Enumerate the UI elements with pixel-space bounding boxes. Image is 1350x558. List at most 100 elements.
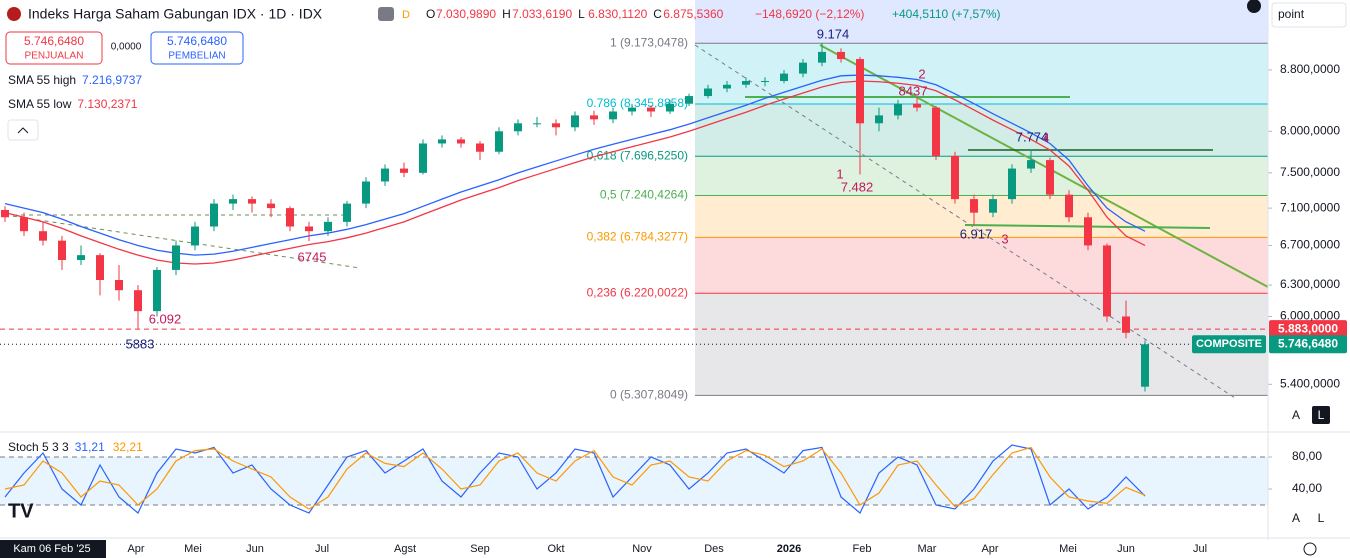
x-tick-label: Jul (1193, 543, 1207, 555)
candle-body (704, 88, 712, 97)
stoch-band (0, 457, 1268, 505)
candle-body (286, 208, 294, 227)
candle-body (438, 139, 446, 144)
trend-line (4, 214, 361, 269)
candle-body (362, 181, 370, 204)
scale-button-label[interactable]: L (1318, 511, 1325, 525)
fib-zone (695, 43, 1268, 105)
annotation: 3 (1001, 231, 1008, 246)
candle-body (305, 226, 313, 232)
stoch-name: Stoch 5 3 3 (8, 440, 69, 454)
candle-body (1027, 160, 1035, 169)
ohlc-value: 6.830,1120 (588, 7, 647, 21)
scale-button-label[interactable]: L (1318, 408, 1325, 422)
sell-button[interactable] (5, 31, 103, 65)
y-tick-label: 6.300,0000 (1280, 277, 1340, 291)
change: −148,6920 (−2,12%) (755, 7, 864, 21)
candle-body (685, 96, 693, 104)
x-tick-label: Mei (1059, 543, 1077, 555)
candle-body (571, 115, 579, 128)
candle-body (761, 81, 769, 83)
chevron (17, 127, 29, 134)
candle-body (96, 255, 104, 280)
candle-body (1084, 217, 1092, 246)
candle-body (780, 73, 788, 82)
candle-body (552, 123, 560, 128)
candle-body (647, 107, 655, 112)
candle-body (1141, 344, 1149, 387)
ohlc-key: H (502, 7, 511, 21)
candle-body (267, 203, 275, 209)
icon (378, 7, 394, 21)
candle-body (818, 51, 826, 63)
candle-body (1122, 316, 1130, 333)
menu[interactable] (1271, 2, 1347, 28)
scale-button-label[interactable]: A (1292, 408, 1300, 422)
candle-body (932, 107, 940, 156)
backgrounds (0, 0, 1268, 506)
x-tick-label: Apr (981, 543, 998, 555)
add-button[interactable] (1247, 0, 1261, 13)
fib-label: 1 (9.173,0478) (610, 35, 688, 49)
candle-body (1103, 245, 1111, 317)
x-tick-label: Nov (632, 543, 652, 555)
candle-body (134, 290, 142, 312)
series-badge (1192, 335, 1266, 354)
fib-zone (695, 237, 1268, 294)
buy-button[interactable] (150, 31, 244, 65)
legend-name: SMA 55 low (8, 97, 72, 111)
stoch-value: 31,21 (75, 440, 105, 454)
stoch-line (4, 446, 1146, 510)
x-tick-label: Mei (184, 543, 202, 555)
y-tick-label: 7.500,0000 (1280, 165, 1340, 179)
buy-label[interactable]: PEMBELIAN (168, 51, 225, 62)
sma-line (4, 80, 1146, 265)
candle-body (115, 279, 123, 291)
candle-body (856, 59, 864, 124)
candle-body (1008, 168, 1016, 200)
annotation: 2 (918, 66, 925, 81)
drawings (4, 44, 1269, 399)
candle-body (457, 139, 465, 144)
annotation: 8437 (899, 83, 928, 98)
scale-button-label[interactable]: A (1292, 511, 1300, 525)
annotation: 7.774 (1016, 129, 1049, 144)
sell-price[interactable]: 5.746,6480 (24, 34, 84, 48)
x-tick-label: Mar (918, 543, 937, 555)
fib-label: 0,236 (6.220,0022) (587, 285, 688, 299)
settings-icon[interactable] (1303, 542, 1317, 556)
candle-body (951, 155, 959, 200)
fib-label: 0.786 (8.345,8858) (587, 96, 688, 110)
y-tick-label: 6.700,0000 (1280, 238, 1340, 252)
x-tick-label: Sep (470, 543, 490, 555)
buy-price[interactable]: 5.746,6480 (167, 34, 227, 48)
y-tick-label: 80,00 (1292, 449, 1322, 463)
candle-body (837, 51, 845, 60)
annotation: 1 (836, 166, 843, 181)
scale-button[interactable] (1288, 406, 1304, 424)
sell-label[interactable]: PENJUALAN (25, 51, 84, 62)
fib-zone (695, 104, 1268, 157)
candle-body (229, 199, 237, 204)
scale-button[interactable] (1312, 406, 1330, 424)
collapse-button[interactable] (7, 119, 39, 141)
fib-extension (695, 0, 1268, 44)
ohlc-key: L (578, 7, 585, 21)
annotation: 6.092 (149, 311, 182, 326)
x-tick-label: Feb (853, 543, 872, 555)
annotation: 7.482 (841, 179, 874, 194)
annotation: 4 (1042, 130, 1049, 145)
y-tick-label: 5.400,0000 (1280, 376, 1340, 390)
candle-body (324, 221, 332, 232)
candle-body (39, 231, 47, 241)
ohlc-value: 6.875,5360 (663, 7, 723, 21)
y-tick-label: 8.000,0000 (1280, 123, 1340, 137)
series-badge-label: COMPOSITE (1196, 338, 1262, 350)
fib-zone (695, 195, 1268, 238)
candle-body (153, 269, 161, 312)
candle-body (989, 199, 997, 213)
menu-label[interactable]: point (1278, 7, 1305, 21)
price-badge (1269, 320, 1347, 339)
ohlc-value: 7.030,9890 (436, 7, 496, 21)
y-tick-label: 6.000,0000 (1280, 309, 1340, 323)
